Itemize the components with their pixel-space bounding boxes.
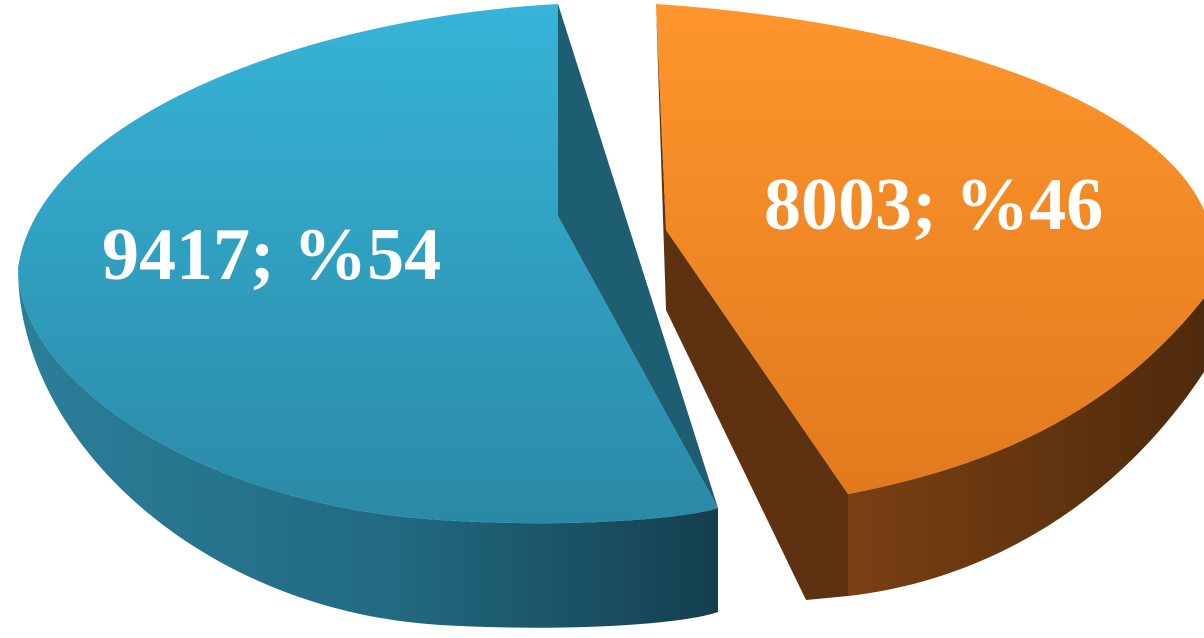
slice-2: 8003; %46 bbox=[656, 4, 1204, 600]
slice-2-label: 8003; %46 bbox=[764, 164, 1103, 246]
slice-1-top-face bbox=[18, 4, 718, 524]
slice-2-top-face bbox=[656, 4, 1204, 494]
slice-2-side-face bbox=[848, 298, 1204, 596]
slice-1-side-face bbox=[18, 268, 718, 628]
slice-1: 9417; %54 bbox=[18, 4, 718, 628]
slice-1-label: 9417; %54 bbox=[102, 214, 441, 296]
slice-2-cut-face bbox=[656, 4, 848, 600]
slice-1-cut-face bbox=[558, 4, 718, 612]
